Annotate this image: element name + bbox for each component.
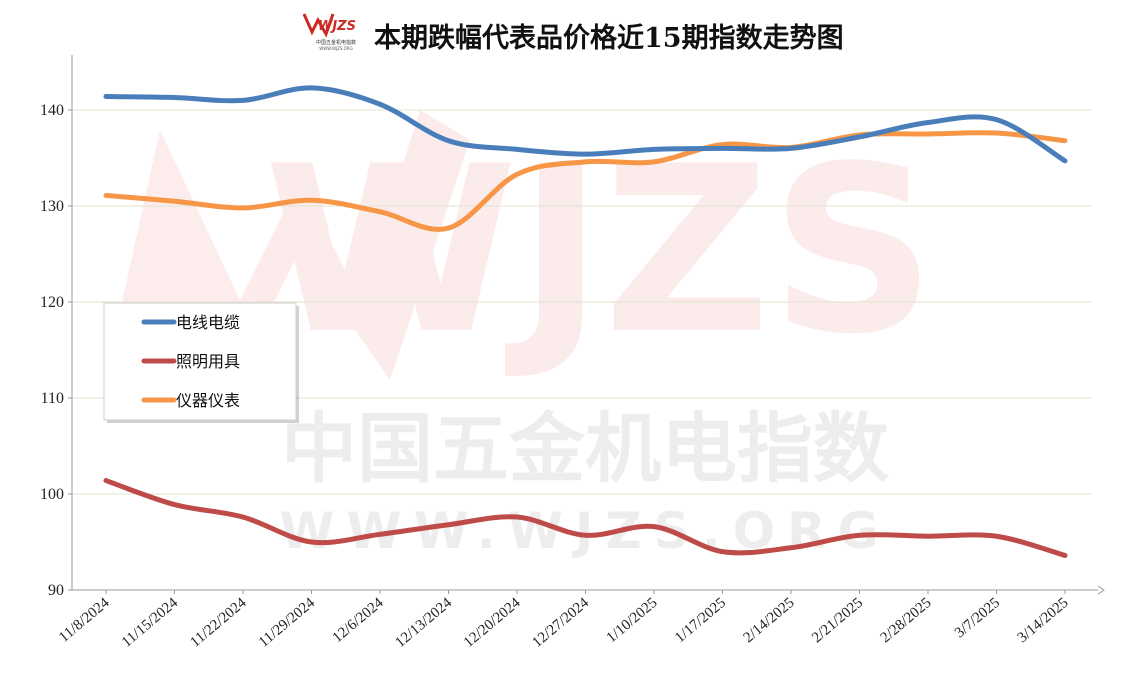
series-line-lighting — [103, 478, 1068, 558]
chart-title: 本期跌幅代表品价格近15期指数走势图 — [374, 23, 844, 54]
x-tick-label: 2/28/2025 — [878, 595, 935, 646]
x-tick-label: 2/21/2025 — [809, 595, 866, 646]
legend-label: 电线电缆 — [176, 313, 240, 332]
legend-box — [103, 302, 297, 421]
y-tick-label: 120 — [40, 294, 64, 311]
watermark-url: WWW.WJZS.ORG — [279, 502, 890, 560]
legend-label: 仪器仪表 — [176, 391, 240, 410]
grid — [72, 109, 1092, 495]
x-tick-label: 3/14/2025 — [1015, 595, 1072, 646]
series-line-wire-cable — [103, 85, 1068, 164]
legend-label: 照明用具 — [176, 352, 240, 371]
logo-caption: 中国五金机电指数 — [316, 39, 356, 46]
x-axis-ticks: 11/8/2024 11/15/2024 11/22/2024 11/29/2024 1… — [56, 590, 1072, 651]
x-tick-label: 3/7/2025 — [952, 595, 1003, 642]
x-tick-label: 1/17/2025 — [672, 595, 729, 646]
x-tick-label: 1/10/2025 — [604, 595, 661, 646]
logo-url: WWW.WJZS.ORG — [319, 46, 352, 51]
legend-item-instruments: 仪器仪表 — [141, 391, 240, 410]
x-tick-label: 11/29/2024 — [256, 594, 319, 650]
x-tick-label: 2/14/2025 — [741, 595, 798, 646]
watermark-text: 中国五金机电指数 — [281, 404, 889, 493]
y-tick-label: 130 — [40, 198, 64, 215]
y-tick-label: 90 — [48, 582, 64, 599]
y-axis-ticks: 90 100 110 120 130 140 — [40, 102, 72, 599]
x-tick-label: 11/8/2024 — [56, 594, 113, 645]
y-tick-label: 140 — [40, 102, 64, 119]
legend-item-wire-cable: 电线电缆 — [141, 313, 240, 332]
watermark-brand: WJZS — [264, 118, 936, 385]
x-tick-label: 12/13/2024 — [392, 594, 455, 651]
x-tick-label: 12/20/2024 — [461, 594, 524, 651]
logo-brand: WJZS — [318, 19, 356, 34]
chart-header: WJZS 中国五金机电指数 WWW.WJZS.ORG 本期跌幅代表品价格近15期… — [302, 13, 844, 54]
logo-arrow-icon — [302, 13, 335, 38]
series-lines — [103, 85, 1068, 558]
y-tick-label: 100 — [40, 486, 64, 503]
x-tick-label: 11/15/2024 — [119, 594, 182, 650]
series-line-instruments — [103, 130, 1068, 232]
legend-item-lighting: 照明用具 — [141, 352, 240, 371]
logo: WJZS 中国五金机电指数 WWW.WJZS.ORG — [302, 13, 356, 51]
x-tick-label: 12/6/2024 — [330, 594, 387, 646]
y-tick-label: 110 — [41, 390, 64, 407]
x-tick-label: 12/27/2024 — [529, 594, 592, 651]
x-axis-arrow-icon — [1097, 585, 1105, 595]
x-tick-label: 11/22/2024 — [187, 594, 250, 650]
